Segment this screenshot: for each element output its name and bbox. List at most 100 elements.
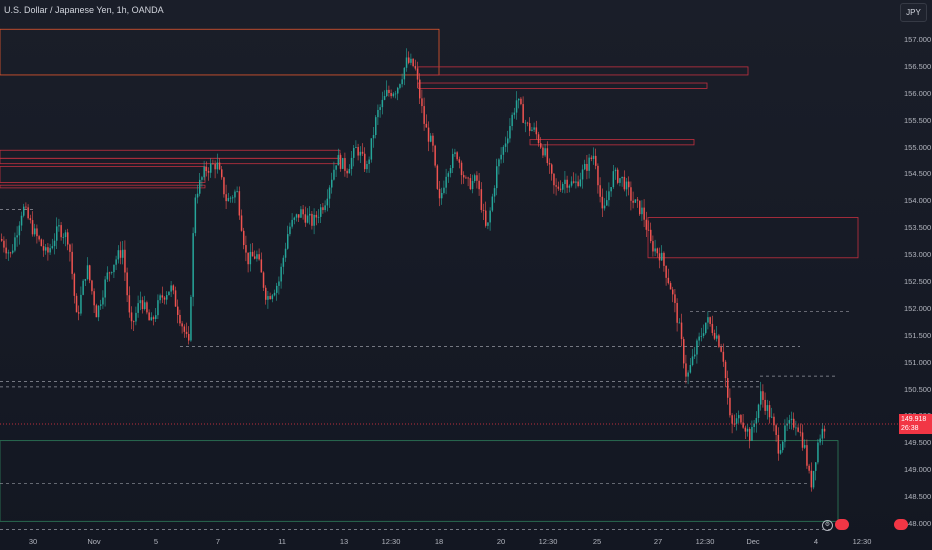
alert-icon[interactable] [835,519,849,530]
candle-body [430,135,432,142]
candle-body [630,187,632,201]
time-tick-label: 12:30 [381,537,401,546]
candle-body [16,235,18,238]
candle-body [639,200,641,215]
alert-marker-icon[interactable] [894,519,908,530]
supply-demand-zone[interactable] [417,82,708,89]
candle-body [533,127,535,130]
time-tick-label: 27 [653,537,663,546]
candle-body [306,215,309,223]
supply-demand-zone[interactable] [417,66,749,76]
candles-layer [1,48,826,492]
candle-body [137,303,139,313]
candle-body [117,250,120,260]
candle-body [190,296,192,341]
candle-body [45,247,47,251]
candle-body [419,79,421,99]
candle-body [531,129,533,131]
candle-body [348,168,351,174]
candle-body [328,187,331,199]
candle-body [249,251,252,265]
candle-body [3,240,5,248]
supply-demand-zone[interactable] [0,157,341,165]
candle-body [592,155,595,159]
candle-body [245,245,247,253]
candle-body [298,214,300,218]
candle-body [522,104,524,123]
candle-body [146,302,148,313]
candle-body [546,148,549,164]
candle-body [652,241,654,252]
candle-body [685,363,687,377]
candle-body [755,418,758,424]
candle-body [1,238,3,241]
candle-body [234,191,236,198]
price-tick-label: 156.000 [904,88,932,98]
candle-body [335,165,337,170]
candle-body [397,87,399,94]
candle-body [390,93,392,97]
candle-body [84,279,87,281]
candle-body [634,199,637,203]
candle-body [185,331,188,334]
candle-body [425,123,428,128]
supply-demand-zone[interactable] [0,184,206,189]
candle-body [753,423,755,427]
candle-body [346,170,348,174]
candle-body [716,335,718,339]
candle-body [458,159,461,163]
settings-icon[interactable]: ⚙ [822,520,833,531]
candle-body [526,122,529,124]
candle-body [302,209,304,215]
supply-demand-zone[interactable] [0,165,206,183]
candle-body [597,165,599,186]
price-tick-label: 153.500 [904,223,932,233]
candle-body [720,346,722,352]
candle-body [665,265,667,278]
candle-body [258,254,260,260]
candle-body [152,317,155,319]
candle-body [537,134,540,144]
candle-body [454,152,456,154]
candle-body [509,126,511,139]
candle-body [689,365,692,373]
price-tick-label: 148.000 [904,519,932,528]
candle-body [238,191,241,216]
candle-body [612,171,615,188]
supply-demand-zone[interactable] [0,28,440,76]
supply-demand-zone[interactable] [529,139,695,146]
time-tick-label: 12:30 [852,537,872,546]
candle-body [229,197,232,199]
price-tick-label: 152.000 [904,303,932,313]
candle-body [29,218,32,221]
candle-body [271,295,274,300]
candle-body [18,225,21,236]
currency-button[interactable]: JPY [900,3,927,22]
candle-body [548,163,551,165]
supply-demand-zone[interactable] [0,440,839,522]
candle-body [661,252,663,261]
time-tick-label: 25 [592,537,602,546]
candle-body [166,295,168,300]
supply-demand-zone[interactable] [0,149,341,159]
supply-demand-zone[interactable] [647,217,859,259]
candle-body [511,114,513,127]
candle-body [766,405,769,411]
candle-body [553,173,555,186]
candle-body [810,470,813,488]
candle-body [139,300,142,304]
candle-body [471,181,474,190]
candle-body [595,155,597,166]
candle-body [49,248,51,253]
candle-body [177,306,179,315]
candle-body [817,442,819,463]
candle-body [40,239,43,247]
candle-body [309,213,311,216]
candle-body [628,181,630,188]
time-tick-label: 7 [215,537,221,546]
time-tick-label: 11 [278,537,286,546]
time-tick-label: 30 [28,537,38,546]
candle-body [216,162,219,170]
